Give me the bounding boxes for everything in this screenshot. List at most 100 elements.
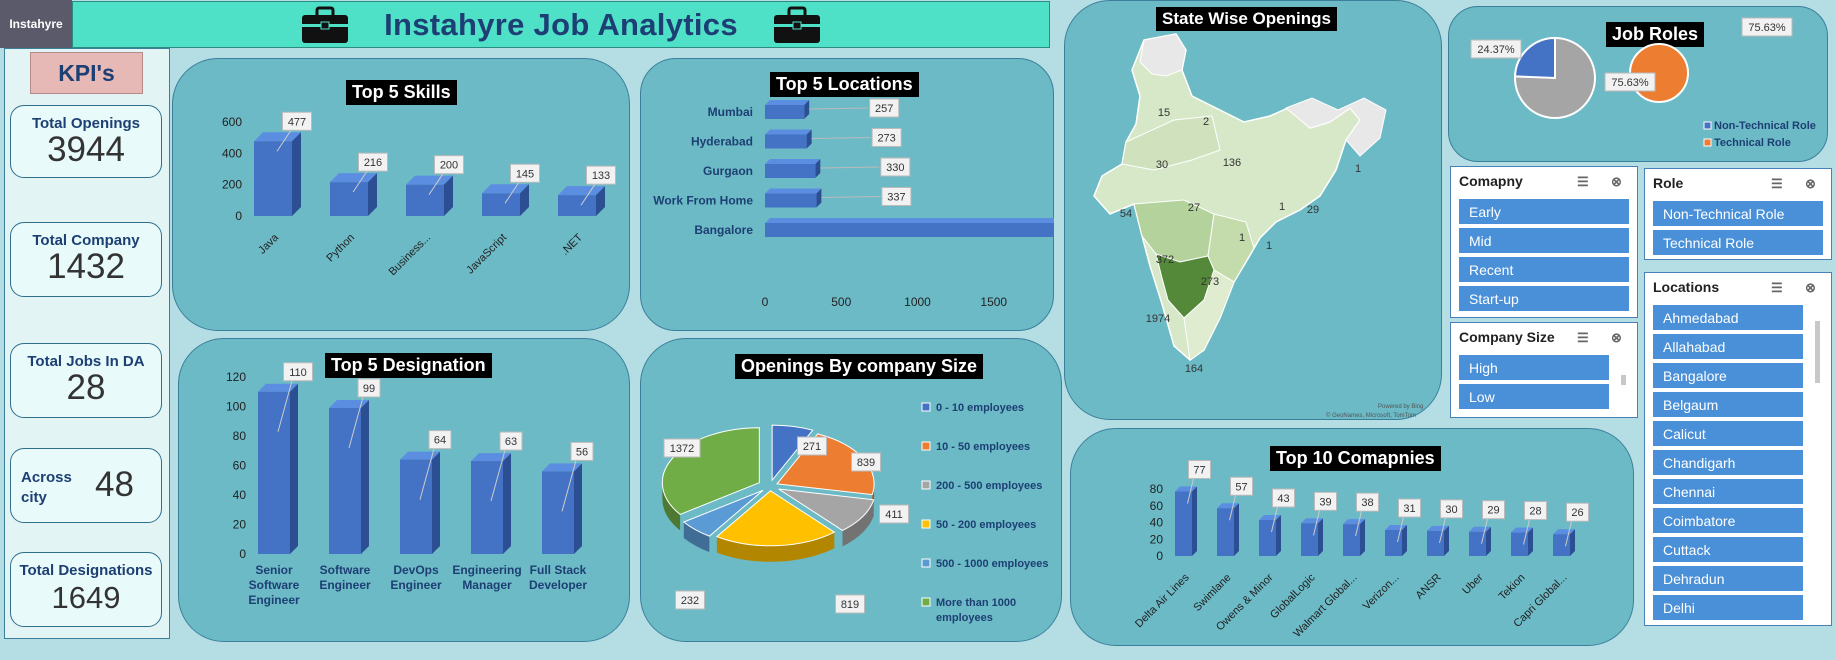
data-label-box [1272, 488, 1295, 508]
y-tick-label: 20 [1150, 532, 1164, 546]
data-label-box [1188, 460, 1211, 480]
legend-swatch [1703, 138, 1712, 147]
slicer-item[interactable]: Dehradun [1653, 566, 1803, 591]
slicer-item[interactable]: Belgaum [1653, 392, 1803, 417]
data-label-box [428, 430, 452, 450]
data-label-box [510, 163, 540, 183]
scrollbar[interactable] [1621, 375, 1626, 385]
slicer-item[interactable]: Non-Technical Role [1653, 201, 1823, 226]
y-tick-label: 80 [1150, 482, 1164, 496]
bar-side [1318, 518, 1323, 556]
map-value-label: 136 [1223, 157, 1241, 169]
slicer-item[interactable]: High [1459, 355, 1609, 380]
clear-filter-icon[interactable]: ⊗ [1805, 176, 1816, 191]
data-label: 216 [364, 157, 382, 169]
data-label-box [1398, 498, 1421, 518]
slicer-item[interactable]: Bangalore [1653, 363, 1803, 388]
bar [329, 407, 361, 554]
x-tick-label: Uber [1460, 571, 1486, 597]
data-label: 26 [1571, 507, 1583, 519]
slicer-item[interactable]: Recent [1459, 257, 1629, 282]
india-map [1093, 33, 1361, 361]
slicer-header: Comapny ☰ ⊗ [1451, 167, 1637, 195]
slicer-item[interactable]: Chennai [1653, 479, 1803, 504]
leader-line [821, 196, 881, 198]
scrollbar[interactable] [1815, 321, 1820, 383]
leader-line [561, 460, 577, 512]
leader-line [277, 380, 293, 432]
multi-select-icon[interactable]: ☰ [1577, 174, 1589, 189]
multi-select-icon[interactable]: ☰ [1771, 176, 1783, 191]
bar [258, 391, 290, 554]
bar-side [574, 463, 582, 554]
slicer-item[interactable]: Cuttack [1653, 537, 1803, 562]
leader-line [419, 448, 435, 500]
bar [1301, 523, 1318, 556]
clear-filter-icon[interactable]: ⊗ [1611, 174, 1622, 189]
x-tick-label: Verizon... [1361, 572, 1402, 613]
legend-label: 0 - 10 employees [936, 402, 1024, 414]
slicer-header: Locations ☰ ⊗ [1645, 273, 1831, 301]
data-label-box [570, 441, 594, 461]
bar-side [804, 100, 810, 119]
bar-top [765, 100, 810, 105]
companies-title: Top 10 Comapnies [1270, 446, 1441, 471]
briefcase-icon [773, 6, 820, 43]
data-label: 30 [1445, 504, 1457, 516]
kpi-label: Total Designations [19, 562, 153, 579]
y-tick-label: 100 [226, 400, 246, 414]
legend-label: 50 - 200 employees [936, 519, 1036, 531]
bar-side [1402, 525, 1407, 556]
multi-select-icon[interactable]: ☰ [1771, 280, 1783, 295]
leader-line [1397, 516, 1404, 543]
slicer-item[interactable]: Technical Role [1653, 230, 1823, 255]
legend-swatch [921, 441, 931, 451]
x-tick-label: Full Stack Developer [529, 563, 587, 592]
kpi-value: 1432 [47, 247, 125, 286]
legend-label: employees [936, 612, 993, 624]
data-label: 337 [887, 192, 905, 204]
multi-select-icon[interactable]: ☰ [1577, 330, 1589, 345]
bar-side [1276, 514, 1281, 556]
companysize-chart: 271 839 411 819 232 1372 0 - 10 employees 10 - … [661, 402, 1049, 624]
clear-filter-icon[interactable]: ⊗ [1611, 330, 1622, 345]
map-region [1285, 97, 1387, 157]
x-tick-label: 1000 [904, 295, 931, 309]
data-label: 75.63% [1748, 22, 1786, 34]
slicer-item[interactable]: Low [1459, 384, 1609, 409]
bar-side [815, 159, 821, 178]
slicer-item[interactable]: Calicut [1653, 421, 1803, 446]
bar [1511, 532, 1528, 556]
slicer-item[interactable]: Chandigarh [1653, 450, 1803, 475]
map-value-label: 2 [1203, 116, 1209, 128]
slicer-item[interactable]: Allahabad [1653, 334, 1803, 359]
slicer-item[interactable]: Mid [1459, 228, 1629, 253]
y-tick-label: 20 [233, 518, 247, 532]
legend-label: Non-Technical Role [1714, 120, 1816, 132]
slicer-title: Role [1653, 175, 1684, 191]
slicer-item[interactable]: Early [1459, 199, 1629, 224]
x-tick-label: Swimlane [1191, 572, 1233, 614]
slicer-item[interactable]: Delhi [1653, 595, 1803, 620]
kpi-card-across-city: Across city 48 [10, 448, 162, 523]
bar [1469, 531, 1486, 556]
locations-slicer: Locations ☰ ⊗ Ahmedabad Allahabad Bangalo… [1644, 272, 1832, 626]
map-credit: © GeoNames, Microsoft, TomTom [1326, 412, 1416, 419]
y-tick-label: Bangalore [694, 223, 753, 237]
bar-side [520, 184, 529, 216]
slicer-item[interactable]: Ahmedabad [1653, 305, 1803, 330]
leader-line [504, 182, 520, 204]
kpi-heading: KPI's [30, 52, 143, 94]
leader-line [1271, 506, 1278, 533]
data-label-box [499, 431, 523, 451]
slicer-item[interactable]: Start-up [1459, 286, 1629, 311]
data-label-box [851, 452, 881, 472]
clear-filter-icon[interactable]: ⊗ [1805, 280, 1816, 295]
legend-label: Technical Role [1714, 137, 1791, 149]
bar-top [471, 453, 511, 462]
data-label: 31 [1403, 503, 1415, 515]
slicer-item[interactable]: Coimbatore [1653, 508, 1803, 533]
legend-swatch [921, 558, 931, 568]
bar [1217, 508, 1234, 556]
data-label-box [663, 438, 701, 458]
